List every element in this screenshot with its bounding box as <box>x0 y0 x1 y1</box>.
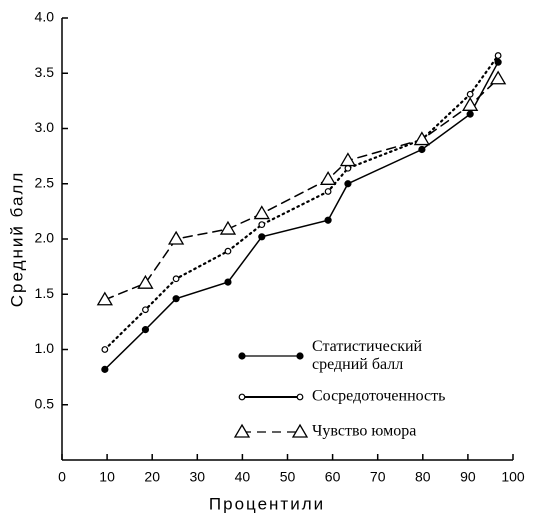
point-marker <box>224 247 232 255</box>
y-axis-label: Средний балл <box>7 171 26 307</box>
series-line <box>104 78 499 301</box>
x-tick-label: 30 <box>190 469 206 485</box>
x-tick-label: 80 <box>415 469 431 485</box>
legend-marker <box>238 352 246 360</box>
point-marker <box>344 164 352 172</box>
point-marker <box>494 58 502 66</box>
y-tick-label: 4.0 <box>35 9 55 25</box>
point-marker <box>101 346 109 353</box>
triangle-marker <box>96 291 113 306</box>
point-marker <box>141 326 150 334</box>
triangle-marker <box>413 131 431 146</box>
y-tick-label: 1.0 <box>35 340 55 356</box>
point-marker <box>418 145 426 154</box>
x-axis-label: Процентили <box>209 494 325 513</box>
point-marker <box>172 275 180 283</box>
x-tick-label: 60 <box>325 469 341 485</box>
point-marker <box>258 221 266 229</box>
legend-label: Статистический средний балл <box>312 338 423 373</box>
y-tick-label: 1.5 <box>35 285 55 301</box>
series-line <box>104 61 499 371</box>
triangle-marker <box>253 205 270 220</box>
legend-marker <box>238 393 246 401</box>
y-tick-label: 2.5 <box>35 174 55 190</box>
point-marker <box>344 180 352 188</box>
triangle-marker <box>219 220 237 235</box>
point-marker <box>324 216 332 224</box>
series-line <box>103 54 500 351</box>
point-marker <box>172 295 180 303</box>
triangle-marker <box>137 274 154 289</box>
legend-marker <box>296 393 304 401</box>
legend-marker <box>291 423 309 438</box>
triangle-marker <box>462 97 479 111</box>
point-marker <box>466 90 474 98</box>
point-marker <box>258 233 266 241</box>
y-tick-label: 3.0 <box>35 119 55 135</box>
y-tick-label: 0.5 <box>35 395 55 411</box>
y-tick-label: 2.0 <box>35 230 55 246</box>
y-tick-label: 3.5 <box>35 64 55 80</box>
point-marker <box>142 306 149 314</box>
triangle-marker <box>339 152 357 167</box>
point-marker <box>101 365 109 373</box>
x-tick-label: 10 <box>99 469 115 485</box>
x-tick-label: 70 <box>370 469 386 485</box>
x-tick-label: 50 <box>280 469 296 485</box>
triangle-marker <box>319 171 337 185</box>
x-tick-label: 0 <box>58 469 66 485</box>
point-marker <box>466 110 474 118</box>
legend-label: Сосредоточенность <box>312 388 445 405</box>
x-tick-label: 90 <box>460 469 476 485</box>
point-marker <box>224 278 232 286</box>
x-tick-label: 20 <box>144 469 160 485</box>
legend-marker <box>296 352 304 360</box>
triangle-marker <box>489 70 507 85</box>
x-tick-label: 100 <box>501 469 525 485</box>
x-tick-label: 40 <box>235 469 251 485</box>
point-marker <box>494 52 502 59</box>
triangle-marker <box>167 230 185 245</box>
legend-marker <box>233 423 251 438</box>
legend-label: Чувство юмора <box>312 423 416 440</box>
point-marker <box>324 188 332 195</box>
